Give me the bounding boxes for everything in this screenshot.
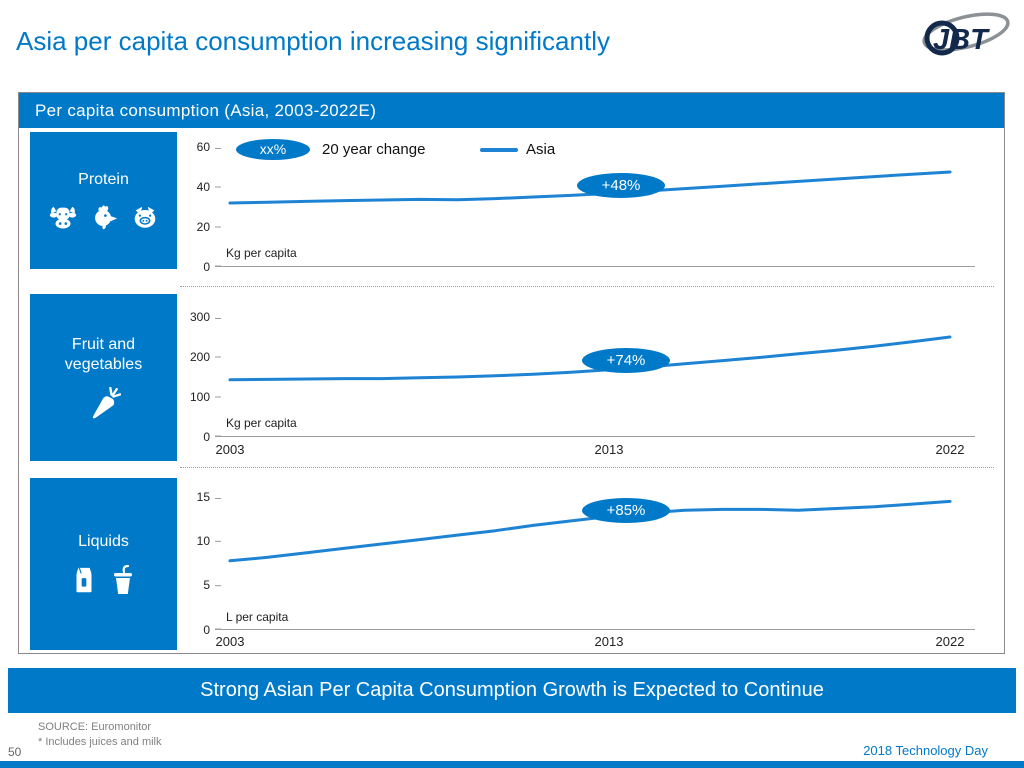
category-label: Fruit and vegetables xyxy=(64,335,143,373)
chart-panel xyxy=(18,92,1005,654)
carrot-icon xyxy=(87,386,121,421)
jbt-logo-graphic: JBT xyxy=(922,12,1010,56)
footnote-text: * Includes juices and milk xyxy=(38,736,162,748)
page-number: 50 xyxy=(8,745,22,759)
y-tick-label: 15 xyxy=(196,490,210,504)
legend-line-sample xyxy=(480,148,518,152)
category-block-fruit-veg: Fruit and vegetables xyxy=(30,294,177,461)
source-text: SOURCE: Euromonitor xyxy=(38,721,152,733)
change-badge-liquids: +85% xyxy=(582,498,670,523)
y-tick-label: 40 xyxy=(196,180,210,194)
x-tick-label: 2013 xyxy=(594,634,624,649)
protein-icons xyxy=(46,202,162,232)
unit-label: Kg per capita xyxy=(226,416,297,430)
y-tick-label: 300 xyxy=(189,310,210,324)
panel-title: Per capita consumption (Asia, 2003-2022E… xyxy=(19,93,1004,128)
y-tick-label: 0 xyxy=(203,260,210,274)
category-block-protein: Protein xyxy=(30,132,177,269)
cow-icon xyxy=(46,202,80,232)
y-tick-label: 0 xyxy=(203,623,210,637)
category-label: Protein xyxy=(78,170,129,188)
x-tick-label: 2003 xyxy=(215,442,245,457)
y-tick-label: 5 xyxy=(203,578,210,592)
y-tick-label: 10 xyxy=(196,534,210,548)
bottom-accent-strip xyxy=(0,761,1024,768)
change-badge-protein: +48% xyxy=(577,173,665,198)
x-tick-label: 2022 xyxy=(935,442,965,457)
legend-change-badge: xx% xyxy=(236,139,310,160)
y-tick-label: 20 xyxy=(196,220,210,234)
x-tick-label: 2022 xyxy=(935,634,965,649)
unit-label: Kg per capita xyxy=(226,246,297,260)
separator xyxy=(180,467,994,468)
x-tick-label: 2013 xyxy=(594,442,624,457)
liquids-chart xyxy=(215,498,975,630)
y-tick-label: 60 xyxy=(196,140,210,154)
category-label: Liquids xyxy=(78,533,129,550)
protein-chart xyxy=(215,148,975,267)
takeaway-banner: Strong Asian Per Capita Consumption Grow… xyxy=(8,668,1016,713)
chicken-icon xyxy=(88,202,120,232)
footer-event-label: 2018 Technology Day xyxy=(863,743,988,758)
y-tick-label: 200 xyxy=(189,350,210,364)
logo-text: JBT xyxy=(933,24,990,56)
legend-series-label: Asia xyxy=(526,141,556,158)
y-tick-label: 0 xyxy=(203,430,210,444)
fruit-veg-icons xyxy=(87,386,121,421)
legend-caption: 20 year change xyxy=(322,141,426,158)
x-tick-label: 2003 xyxy=(215,634,245,649)
unit-label: L per capita xyxy=(226,610,289,624)
milk-carton-icon xyxy=(69,564,99,596)
fruit-veg-chart xyxy=(215,318,975,437)
category-block-liquids: Liquids xyxy=(30,478,177,650)
cup-icon xyxy=(107,564,139,596)
pig-icon xyxy=(128,202,162,232)
change-badge-fruit-veg: +74% xyxy=(582,348,670,373)
jbt-logo: JBT xyxy=(912,8,1014,68)
liquids-icons xyxy=(69,564,139,596)
page-title: Asia per capita consumption increasing s… xyxy=(16,26,610,56)
y-tick-label: 100 xyxy=(189,390,210,404)
separator xyxy=(180,286,994,287)
